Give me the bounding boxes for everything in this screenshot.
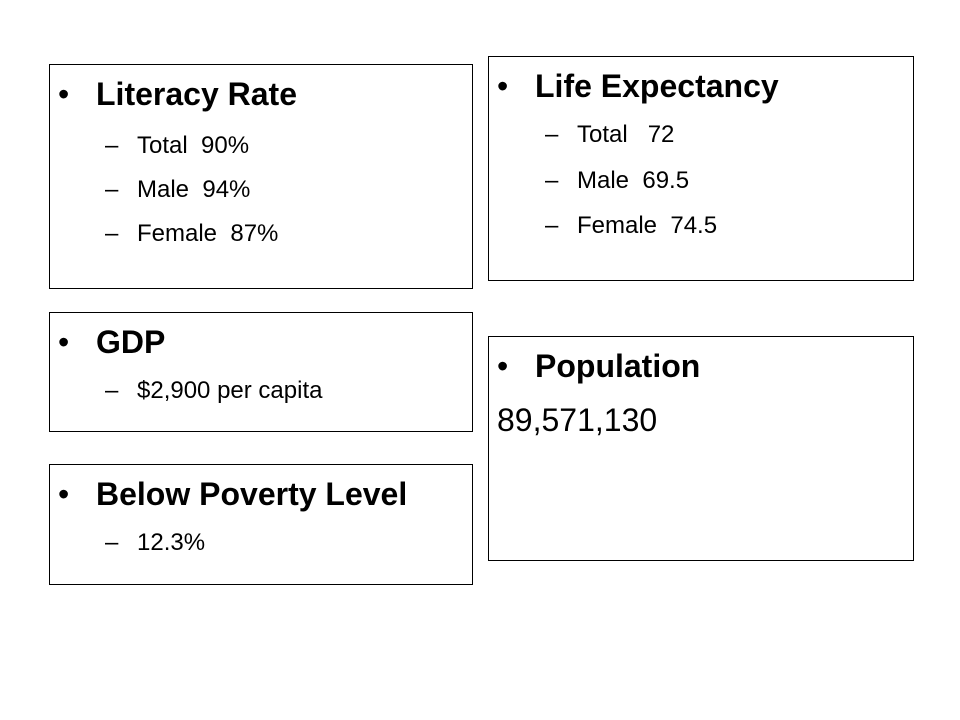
gdp-per-capita-text: $2,900 per capita xyxy=(137,377,323,404)
gdp-per-capita-item: – $2,900 per capita xyxy=(105,377,322,489)
population-title: Population xyxy=(535,348,701,384)
dash-icon: – xyxy=(105,176,119,203)
population-box: • Population 89,571,130 xyxy=(488,336,914,561)
literacy-total-text: Total 90% xyxy=(137,132,250,159)
literacy-male-text: Male 94% xyxy=(137,176,251,203)
literacy-rate-title: Literacy Rate xyxy=(96,76,297,112)
literacy-female-item: – Female 87% xyxy=(105,220,278,332)
literacy-male-item: – Male 94% xyxy=(105,176,250,288)
bullet-icon: • xyxy=(497,68,509,104)
poverty-box: • Below Poverty Level – 12.3% xyxy=(49,464,473,585)
dash-icon: – xyxy=(105,529,119,556)
dash-icon: – xyxy=(105,132,119,159)
dash-icon: – xyxy=(545,212,559,239)
dash-icon: – xyxy=(545,167,559,194)
poverty-rate-text: 12.3% xyxy=(137,529,206,556)
bullet-icon: • xyxy=(58,324,70,360)
life-female-text: Female 74.5 xyxy=(577,212,718,239)
life-expectancy-box: • Life Expectancy – Total 72 – Male 69.5… xyxy=(488,56,914,281)
life-male-item: – Male 69.5 xyxy=(545,167,689,279)
life-expectancy-title: Life Expectancy xyxy=(535,68,779,104)
gdp-box: • GDP – $2,900 per capita xyxy=(49,312,473,432)
population-value: 89,571,130 xyxy=(497,402,658,438)
poverty-title: Below Poverty Level xyxy=(96,476,408,512)
bullet-icon: • xyxy=(58,476,70,512)
poverty-rate-item: – 12.3% xyxy=(105,529,205,641)
life-female-item: – Female 74.5 xyxy=(545,212,717,324)
life-total-text: Total 72 xyxy=(577,121,675,148)
literacy-rate-box: • Literacy Rate – Total 90% – Male 94% –… xyxy=(49,64,473,289)
dash-icon: – xyxy=(105,377,119,404)
literacy-total-item: – Total 90% xyxy=(105,132,249,244)
life-total-item: – Total 72 xyxy=(545,121,674,233)
literacy-female-text: Female 87% xyxy=(137,220,279,247)
bullet-icon: • xyxy=(497,348,509,384)
dash-icon: – xyxy=(105,220,119,247)
bullet-icon: • xyxy=(58,76,70,112)
life-male-text: Male 69.5 xyxy=(577,167,690,194)
dash-icon: – xyxy=(545,121,559,148)
gdp-title: GDP xyxy=(96,324,166,360)
